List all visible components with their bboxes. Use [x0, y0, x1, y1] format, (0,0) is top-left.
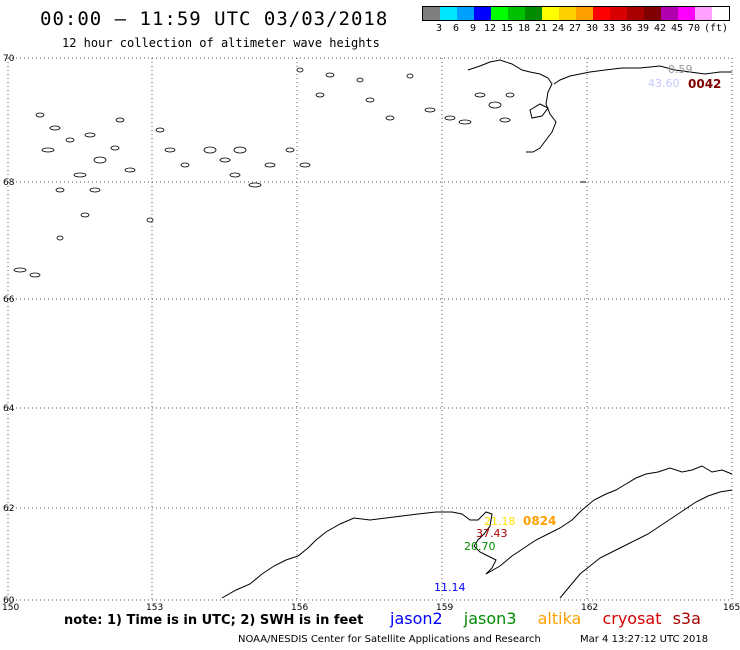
legend-label: 30 [585, 23, 599, 34]
legend-swatch [610, 7, 627, 20]
swh-value: 20.70 [464, 540, 496, 553]
legend-swatch [474, 7, 491, 20]
coastline-kamchatka [485, 465, 733, 575]
legend-label: 70 [687, 23, 701, 34]
legend-label: 15 [500, 23, 514, 34]
legend-label: 36 [619, 23, 633, 34]
color-legend: 3 6 9 12 15 18 21 24 27 30 33 36 39 42 4… [422, 6, 730, 34]
legend-label: 12 [483, 23, 497, 34]
inlet [529, 103, 549, 119]
lat-label: 68 [3, 178, 15, 188]
lat-label: 70 [3, 54, 15, 64]
legend-swatch [661, 7, 678, 20]
legend-label: 45 [670, 23, 684, 34]
credit-line: NOAA/NESDIS Center for Satellite Applica… [238, 634, 541, 645]
legend-swatch [542, 7, 559, 20]
coastline-ne-east [553, 65, 732, 85]
legend-label: (ft) [703, 23, 729, 34]
legend-swatch [695, 7, 712, 20]
satellite-jason3: jason3 [463, 609, 517, 628]
coastline [221, 59, 733, 599]
swh-value: 0.59 [668, 63, 693, 76]
satellite-jason2: jason2 [390, 609, 443, 628]
pass-time-label: 0824 [523, 514, 556, 528]
legend-label: 27 [568, 23, 582, 34]
longitude-labels: 150 153 156 159 162 165 [2, 603, 740, 613]
graticule [7, 57, 733, 601]
swh-value: 43.60 [648, 77, 680, 90]
legend-swatch [491, 7, 508, 20]
legend-swatch [559, 7, 576, 20]
map-subtitle: 12 hour collection of altimeter wave hei… [62, 36, 380, 50]
pass-time-label: 0042 [688, 77, 721, 91]
lon-label: 165 [723, 603, 740, 613]
legend-label: 3 [435, 23, 443, 34]
coastline-inner [559, 489, 733, 599]
legend-swatch [593, 7, 610, 20]
legend-swatch [627, 7, 644, 20]
lon-label: 156 [291, 603, 308, 613]
latitude-labels: 70 68 66 64 62 60 [3, 54, 15, 606]
coastline-south [221, 511, 497, 599]
altimeter-values: 0.59 43.60 0042 0824 21.18 37.43 20.70 1… [434, 63, 721, 594]
legend-labels: 3 6 9 12 15 18 21 24 27 30 33 36 39 42 4… [422, 23, 740, 35]
legend-swatch [525, 7, 542, 20]
legend-swatch [576, 7, 593, 20]
legend-label: 6 [452, 23, 460, 34]
legend-swatch [678, 7, 695, 20]
legend-label: 9 [469, 23, 477, 34]
legend-label: 42 [653, 23, 667, 34]
legend-swatch [457, 7, 474, 20]
satellite-altika: altika [537, 609, 582, 628]
generated-timestamp: Mar 4 13:27:12 UTC 2018 [580, 634, 709, 645]
legend-swatch [508, 7, 525, 20]
swh-value: 21.18 [484, 515, 516, 528]
map-title: 00:00 – 11:59 UTC 03/03/2018 [40, 8, 389, 30]
lat-label: 60 [3, 596, 15, 606]
legend-label: 21 [534, 23, 548, 34]
lat-label: 62 [3, 504, 14, 514]
legend-label: 33 [602, 23, 616, 34]
lon-label: 153 [146, 603, 163, 613]
swh-value: 37.43 [476, 527, 508, 540]
legend-label: 24 [551, 23, 565, 34]
lake-features [13, 67, 515, 278]
footer-note: note: 1) Time is in UTC; 2) SWH is in fe… [64, 613, 364, 628]
legend-swatch [712, 7, 729, 20]
lat-label: 64 [3, 404, 15, 414]
swh-value: 11.14 [434, 581, 466, 594]
legend-swatches [422, 6, 730, 21]
satellite-s3a: s3a [672, 609, 701, 628]
satellite-cryosat: cryosat [602, 609, 662, 628]
legend-swatch [644, 7, 661, 20]
lon-label: 162 [581, 603, 598, 613]
legend-label: 18 [517, 23, 531, 34]
legend-label: 39 [636, 23, 650, 34]
lon-label: 159 [436, 603, 453, 613]
lat-label: 66 [3, 295, 15, 305]
legend-swatch [440, 7, 457, 20]
lon-label: 150 [2, 603, 19, 613]
coastline-ne [467, 59, 557, 153]
legend-swatch [423, 7, 440, 20]
satellite-legend: jason2 jason3 altika cryosat s3a [390, 609, 717, 628]
